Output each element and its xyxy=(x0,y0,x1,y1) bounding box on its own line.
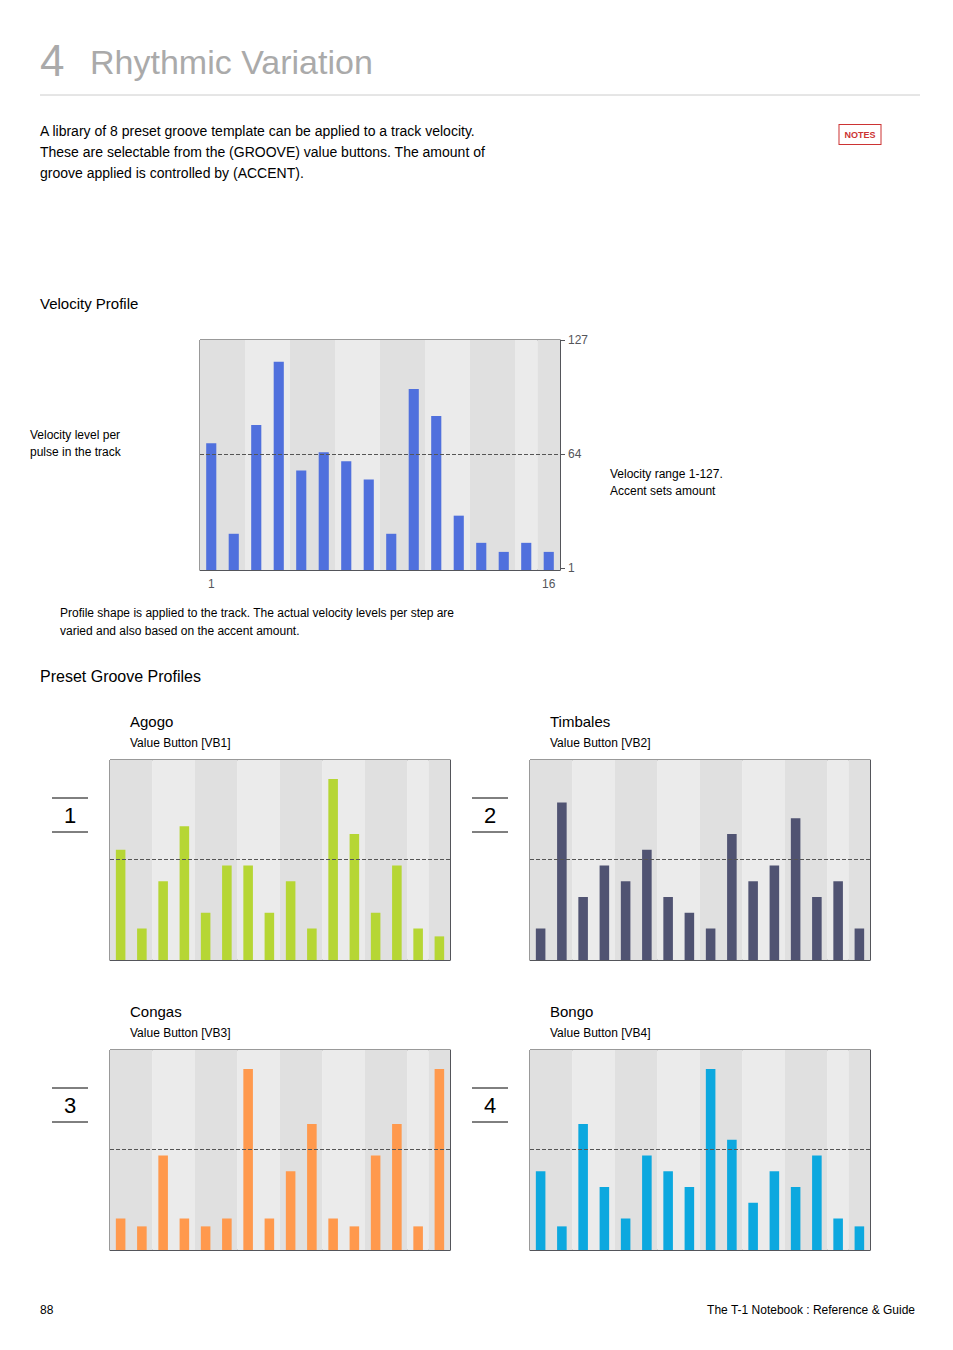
svg-text:127: 127 xyxy=(568,333,588,347)
svg-text:Congas: Congas xyxy=(130,1003,182,1020)
svg-text:A library of 8 preset groove t: A library of 8 preset groove template ca… xyxy=(40,123,475,139)
svg-text:groove applied is controlled b: groove applied is controlled by (ACCENT)… xyxy=(40,165,304,181)
svg-text:Bongo: Bongo xyxy=(550,1003,593,1020)
svg-text:64: 64 xyxy=(568,447,582,461)
svg-text:The T-1 Notebook : Reference &: The T-1 Notebook : Reference & Guide xyxy=(707,1303,915,1317)
svg-text:4: 4 xyxy=(40,36,64,85)
svg-text:88: 88 xyxy=(40,1303,54,1317)
svg-text:pulse in the track: pulse in the track xyxy=(30,445,122,459)
svg-text:4: 4 xyxy=(484,1093,496,1118)
svg-text:varied and also based on the a: varied and also based on the accent amou… xyxy=(60,624,300,638)
svg-text:Value Button [VB4]: Value Button [VB4] xyxy=(550,1026,651,1040)
svg-text:Velocity range 1-127.: Velocity range 1-127. xyxy=(610,467,723,481)
svg-text:1: 1 xyxy=(64,803,76,828)
svg-text:2: 2 xyxy=(484,803,496,828)
svg-text:1: 1 xyxy=(568,561,575,575)
svg-text:Rhythmic Variation: Rhythmic Variation xyxy=(90,43,373,81)
svg-text:NOTES: NOTES xyxy=(844,130,875,140)
svg-text:Preset Groove Profiles: Preset Groove Profiles xyxy=(40,668,201,685)
svg-text:Value Button [VB2]: Value Button [VB2] xyxy=(550,736,651,750)
svg-text:Timbales: Timbales xyxy=(550,713,610,730)
svg-text:3: 3 xyxy=(64,1093,76,1118)
svg-text:Velocity level per: Velocity level per xyxy=(30,428,120,442)
svg-text:Value Button [VB1]: Value Button [VB1] xyxy=(130,736,231,750)
svg-text:Value Button [VB3]: Value Button [VB3] xyxy=(130,1026,231,1040)
svg-text:Accent sets amount: Accent sets amount xyxy=(610,484,716,498)
svg-text:16: 16 xyxy=(542,577,556,591)
svg-text:1: 1 xyxy=(208,577,215,591)
svg-text:Agogo: Agogo xyxy=(130,713,173,730)
svg-text:These are selectable from the: These are selectable from the (GROOVE) v… xyxy=(40,144,485,160)
svg-text:Velocity Profile: Velocity Profile xyxy=(40,295,138,312)
svg-text:Profile shape is applied to th: Profile shape is applied to the track. T… xyxy=(60,606,454,620)
